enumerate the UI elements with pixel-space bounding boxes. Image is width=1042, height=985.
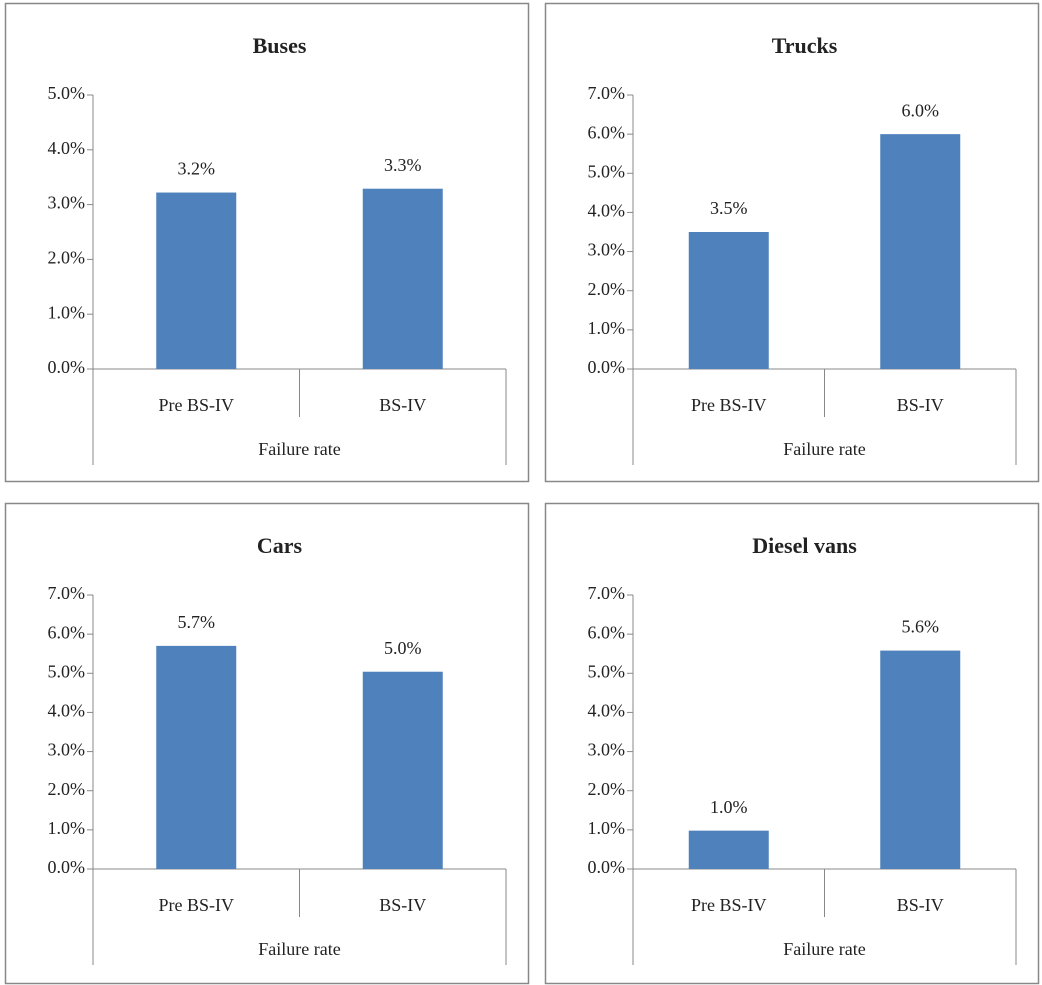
- x-tick-label: BS-IV: [897, 395, 944, 415]
- x-tick-label: Pre BS-IV: [159, 895, 235, 915]
- y-tick-label: 3.0%: [48, 740, 86, 760]
- x-tick-label: Pre BS-IV: [691, 895, 767, 915]
- x-tick-label: BS-IV: [379, 895, 426, 915]
- data-label: 1.0%: [710, 797, 748, 817]
- y-tick-label: 2.0%: [588, 279, 626, 299]
- y-tick-label: 1.0%: [48, 818, 86, 838]
- data-label: 3.3%: [384, 155, 422, 175]
- y-tick-label: 0.0%: [48, 357, 86, 377]
- y-tick-label: 7.0%: [588, 583, 626, 603]
- x-group-label: Failure rate: [258, 439, 340, 459]
- bar: [688, 830, 769, 869]
- y-tick-label: 6.0%: [588, 122, 626, 142]
- y-tick-label: 5.0%: [48, 661, 86, 681]
- y-tick-label: 3.0%: [48, 193, 86, 213]
- y-tick-label: 4.0%: [48, 138, 86, 158]
- bar: [880, 650, 961, 869]
- panel-border: [4, 502, 530, 985]
- y-tick-label: 5.0%: [588, 161, 626, 181]
- chart-title: Diesel vans: [752, 533, 857, 558]
- y-tick-label: 2.0%: [48, 779, 86, 799]
- y-tick-label: 0.0%: [48, 857, 86, 877]
- bar: [688, 232, 769, 369]
- y-tick-label: 4.0%: [588, 701, 626, 721]
- y-tick-label: 7.0%: [48, 583, 86, 603]
- x-tick-label: Pre BS-IV: [159, 395, 235, 415]
- y-tick-label: 7.0%: [588, 83, 626, 103]
- panel-border: [544, 2, 1040, 483]
- chart-title: Cars: [257, 533, 303, 558]
- panel-border: [4, 2, 530, 483]
- chart-title: Buses: [253, 33, 307, 58]
- y-tick-label: 5.0%: [48, 83, 86, 103]
- y-tick-label: 3.0%: [588, 740, 626, 760]
- bar: [880, 134, 961, 369]
- y-tick-label: 0.0%: [588, 857, 626, 877]
- x-group-label: Failure rate: [783, 439, 865, 459]
- y-tick-label: 4.0%: [588, 201, 626, 221]
- y-tick-label: 1.0%: [588, 318, 626, 338]
- data-label: 5.6%: [902, 617, 940, 637]
- data-label: 3.2%: [178, 159, 216, 179]
- bar: [362, 671, 443, 869]
- chart-title: Trucks: [772, 33, 838, 58]
- y-tick-label: 2.0%: [588, 779, 626, 799]
- bar: [156, 192, 237, 369]
- y-tick-label: 1.0%: [48, 302, 86, 322]
- y-tick-label: 6.0%: [48, 622, 86, 642]
- x-tick-label: Pre BS-IV: [691, 395, 767, 415]
- x-group-label: Failure rate: [258, 939, 340, 959]
- y-tick-label: 6.0%: [588, 622, 626, 642]
- data-label: 5.0%: [384, 638, 422, 658]
- data-label: 6.0%: [902, 100, 940, 120]
- x-tick-label: BS-IV: [379, 395, 426, 415]
- data-label: 5.7%: [178, 612, 216, 632]
- y-tick-label: 2.0%: [48, 248, 86, 268]
- bar: [156, 645, 237, 869]
- y-tick-label: 4.0%: [48, 701, 86, 721]
- y-tick-label: 3.0%: [588, 240, 626, 260]
- y-tick-label: 1.0%: [588, 818, 626, 838]
- panel-border: [544, 502, 1040, 985]
- bar: [362, 188, 443, 369]
- x-group-label: Failure rate: [783, 939, 865, 959]
- y-tick-label: 0.0%: [588, 357, 626, 377]
- data-label: 3.5%: [710, 198, 748, 218]
- x-tick-label: BS-IV: [897, 895, 944, 915]
- y-tick-label: 5.0%: [588, 661, 626, 681]
